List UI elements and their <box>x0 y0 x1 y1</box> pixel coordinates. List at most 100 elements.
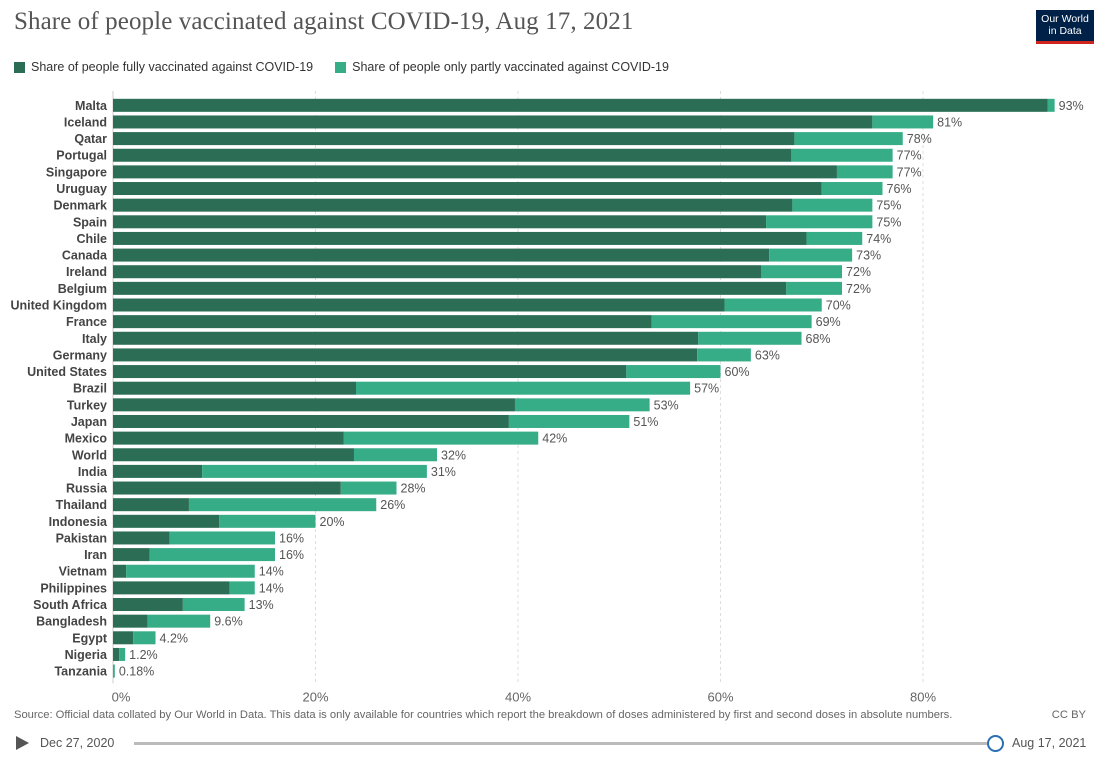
bar-partly[interactable] <box>626 365 721 379</box>
legend-label-partly: Share of people only partly vaccinated a… <box>352 60 669 74</box>
bar-fully[interactable] <box>113 132 795 146</box>
bar-fully[interactable] <box>113 614 148 628</box>
country-label: Brazil <box>73 382 107 396</box>
bar-fully[interactable] <box>113 348 698 362</box>
bar-fully[interactable] <box>113 198 793 212</box>
bar-fully[interactable] <box>113 398 515 412</box>
bar-fully[interactable] <box>113 115 873 129</box>
bar-partly[interactable] <box>514 398 650 412</box>
bar-partly[interactable] <box>343 431 539 445</box>
bar-partly[interactable] <box>724 298 822 312</box>
country-label: France <box>66 315 107 329</box>
bar-partly[interactable] <box>147 614 211 628</box>
bar-chart: Malta 93% Iceland 81% Qatar 78% Portugal 77% Sin… <box>10 91 1084 704</box>
bar-fully[interactable] <box>113 315 652 329</box>
country-label: India <box>78 465 108 479</box>
bar-fully[interactable] <box>113 481 341 495</box>
value-label: 72% <box>846 282 871 296</box>
bar-fully[interactable] <box>113 581 230 595</box>
bar-fully[interactable] <box>113 531 170 545</box>
value-label: 69% <box>816 315 841 329</box>
bar-partly[interactable] <box>188 498 377 512</box>
bar-fully[interactable] <box>113 498 189 512</box>
bar-fully[interactable] <box>113 265 761 279</box>
country-label: Singapore <box>46 165 107 179</box>
bar-partly[interactable] <box>149 548 275 562</box>
timeline-handle[interactable] <box>987 735 1004 752</box>
license-label[interactable]: CC BY <box>1051 709 1086 721</box>
bar-fully[interactable] <box>113 165 837 179</box>
value-label: 14% <box>259 581 284 595</box>
country-label: Malta <box>75 99 108 113</box>
country-label: Iran <box>84 548 107 562</box>
bar-fully[interactable] <box>113 331 699 345</box>
bar-fully[interactable] <box>113 631 134 645</box>
country-label: South Africa <box>33 598 108 612</box>
bar-partly[interactable] <box>182 598 245 612</box>
legend-item-partly[interactable]: Share of people only partly vaccinated a… <box>335 60 669 74</box>
bar-partly[interactable] <box>806 231 863 245</box>
bar-fully[interactable] <box>113 381 356 395</box>
value-label: 9.6% <box>214 615 243 629</box>
timeline-end-date: Aug 17, 2021 <box>1012 736 1087 750</box>
legend-item-fully[interactable]: Share of people fully vaccinated against… <box>14 60 313 74</box>
bar-partly[interactable] <box>836 165 893 179</box>
bar-partly[interactable] <box>761 265 842 279</box>
source-note: Source: Official data collated by Our Wo… <box>14 709 953 721</box>
bar-fully[interactable] <box>113 514 220 528</box>
bar-fully[interactable] <box>113 647 120 661</box>
bar-fully[interactable] <box>113 564 127 578</box>
bar-fully[interactable] <box>113 231 807 245</box>
bar-partly[interactable] <box>508 414 630 428</box>
bar-partly[interactable] <box>219 514 316 528</box>
country-label: Pakistan <box>56 531 107 545</box>
bar-partly[interactable] <box>119 647 126 661</box>
bar-partly[interactable] <box>792 198 873 212</box>
bar-fully[interactable] <box>113 215 767 229</box>
bar-partly[interactable] <box>786 281 842 295</box>
bar-partly[interactable] <box>353 448 437 462</box>
x-tick-label: 60% <box>707 689 733 704</box>
bar-partly[interactable] <box>1047 98 1055 112</box>
bar-fully[interactable] <box>113 548 150 562</box>
owid-logo[interactable]: Our World in Data <box>1036 10 1094 44</box>
bar-partly[interactable] <box>766 215 873 229</box>
bar-partly[interactable] <box>769 248 853 262</box>
value-label: 4.2% <box>160 631 189 645</box>
bar-fully[interactable] <box>113 148 792 162</box>
bar-fully[interactable] <box>113 464 203 478</box>
bar-fully[interactable] <box>113 298 725 312</box>
bar-partly[interactable] <box>113 664 115 678</box>
bar-fully[interactable] <box>113 365 627 379</box>
bar-partly[interactable] <box>340 481 397 495</box>
bar-partly[interactable] <box>126 564 255 578</box>
bar-partly[interactable] <box>698 331 802 345</box>
bar-partly[interactable] <box>872 115 934 129</box>
bar-partly[interactable] <box>229 581 255 595</box>
bar-partly[interactable] <box>202 464 427 478</box>
bar-fully[interactable] <box>113 98 1048 112</box>
bar-partly[interactable] <box>651 315 812 329</box>
bar-partly[interactable] <box>791 148 893 162</box>
bar-fully[interactable] <box>113 248 770 262</box>
bar-fully[interactable] <box>113 414 509 428</box>
bar-partly[interactable] <box>133 631 156 645</box>
bar-partly[interactable] <box>356 381 691 395</box>
bar-fully[interactable] <box>113 448 354 462</box>
logo-line1: Our World <box>1041 13 1089 25</box>
play-icon[interactable] <box>16 736 29 750</box>
country-label: Thailand <box>56 498 107 512</box>
timeline-track[interactable] <box>134 742 996 745</box>
bar-fully[interactable] <box>113 598 183 612</box>
country-label: Spain <box>73 215 107 229</box>
bar-partly[interactable] <box>697 348 751 362</box>
bar-partly[interactable] <box>821 182 883 196</box>
labels: Malta 93% Iceland 81% Qatar 78% Portugal 77% Sin… <box>10 99 1083 679</box>
bar-partly[interactable] <box>169 531 275 545</box>
bar-fully[interactable] <box>113 431 344 445</box>
bar-fully[interactable] <box>113 281 787 295</box>
bar-partly[interactable] <box>794 132 903 146</box>
legend-swatch-fully <box>14 61 25 73</box>
bar-fully[interactable] <box>113 182 822 196</box>
value-label: 74% <box>866 232 891 246</box>
